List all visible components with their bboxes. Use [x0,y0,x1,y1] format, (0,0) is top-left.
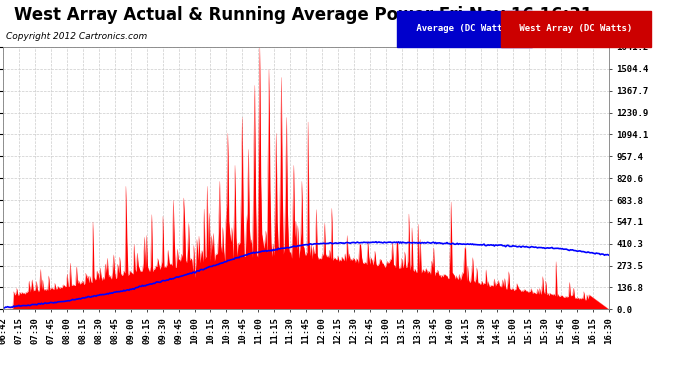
Text: West Array Actual & Running Average Power Fri Nov 16 16:31: West Array Actual & Running Average Powe… [14,6,593,24]
Text: West Array (DC Watts): West Array (DC Watts) [514,24,638,33]
Text: Average (DC Watts): Average (DC Watts) [411,24,518,33]
Text: Copyright 2012 Cartronics.com: Copyright 2012 Cartronics.com [6,32,147,41]
